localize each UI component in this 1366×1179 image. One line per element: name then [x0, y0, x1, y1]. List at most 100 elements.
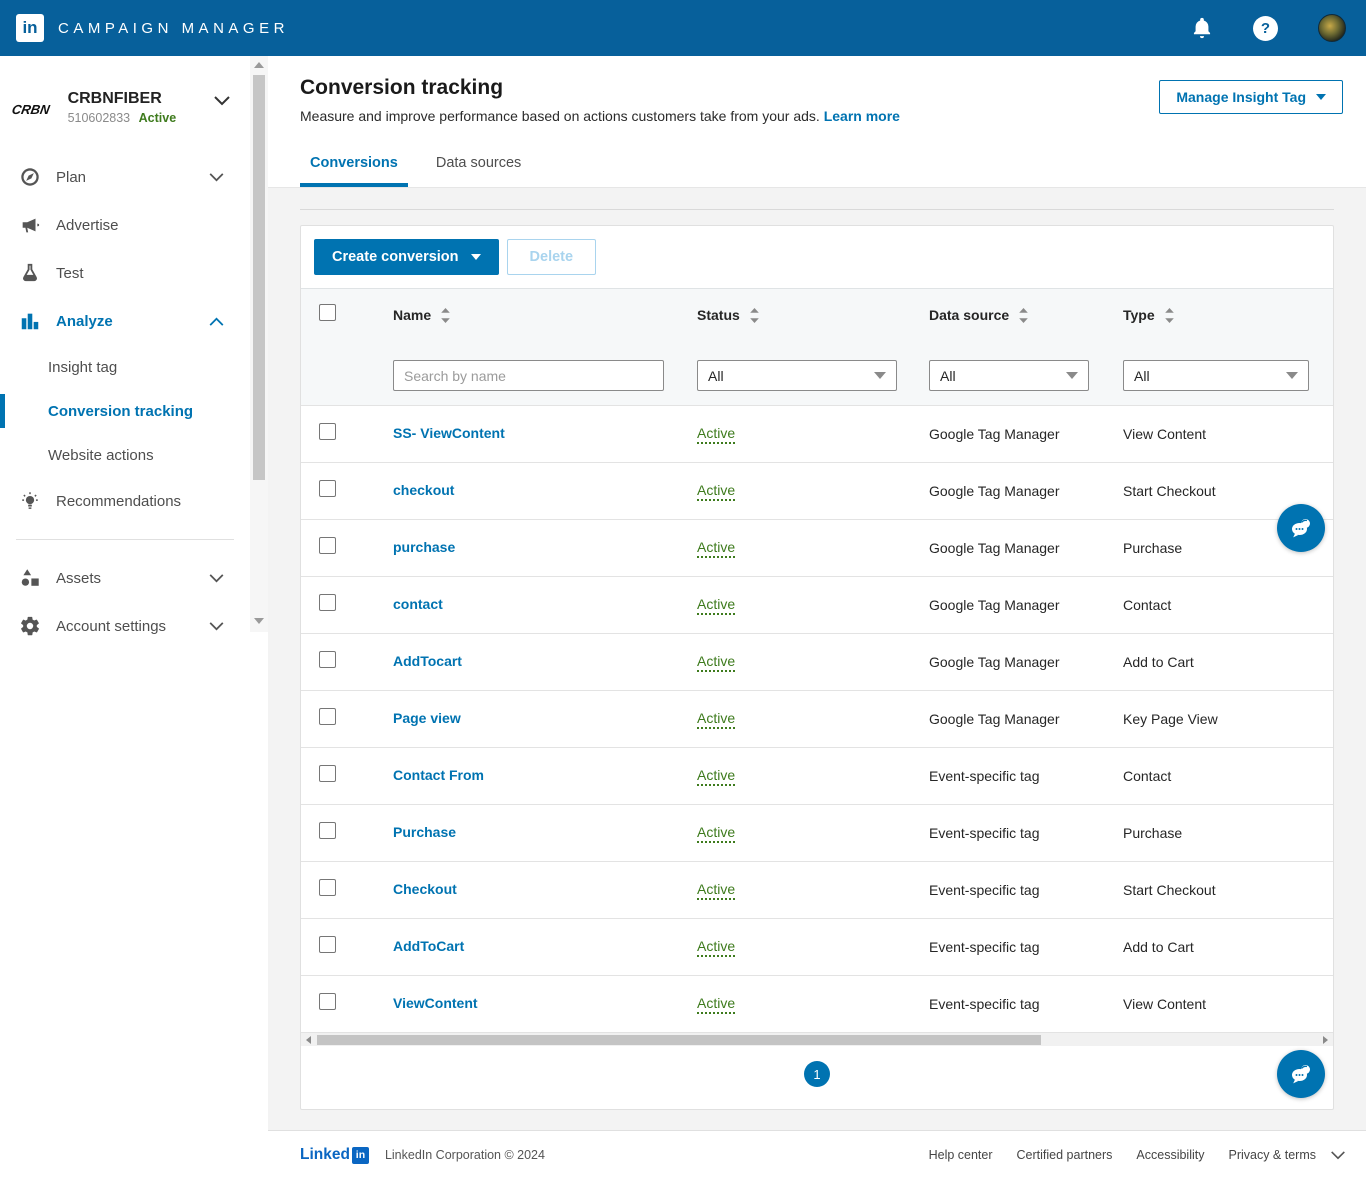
scroll-up-arrow-icon[interactable] [254, 62, 264, 68]
footer-link-privacy-terms[interactable]: Privacy & terms [1228, 1148, 1316, 1162]
scroll-down-arrow-icon[interactable] [254, 618, 264, 624]
status-filter-dropdown[interactable]: All [697, 360, 897, 391]
account-id: 510602833 [67, 111, 131, 125]
page-1-button[interactable]: 1 [804, 1061, 830, 1087]
status-badge[interactable]: Active [697, 938, 736, 957]
conversion-name-link[interactable]: SS- ViewContent [393, 425, 505, 441]
row-checkbox[interactable] [319, 423, 336, 440]
row-checkbox[interactable] [319, 822, 336, 839]
row-checkbox[interactable] [319, 936, 336, 953]
delete-button[interactable]: Delete [506, 239, 597, 275]
conversion-name-link[interactable]: Purchase [393, 824, 457, 840]
status-badge[interactable]: Active [697, 653, 736, 672]
select-all-checkbox[interactable] [319, 304, 336, 321]
scrollbar-thumb[interactable] [253, 75, 265, 480]
page-title: Conversion tracking [300, 76, 504, 99]
column-header-name: Name [393, 307, 432, 323]
conversion-name-link[interactable]: checkout [393, 482, 455, 498]
sidebar-item-website-actions[interactable]: Website actions [48, 446, 154, 464]
table-header: Name Status Data source [301, 288, 1333, 405]
status-badge[interactable]: Active [697, 710, 736, 729]
sidebar-item-advertise[interactable]: Advertise [0, 201, 250, 249]
scroll-right-arrow-icon[interactable] [1323, 1036, 1328, 1044]
row-checkbox[interactable] [319, 765, 336, 782]
chat-icon [1288, 1061, 1314, 1087]
status-badge[interactable]: Active [697, 881, 736, 900]
footer-link-certified-partners[interactable]: Certified partners [1016, 1148, 1113, 1162]
row-checkbox[interactable] [319, 708, 336, 725]
data-source-cell: Google Tag Manager [929, 597, 1060, 613]
status-badge[interactable]: Active [697, 596, 736, 615]
data-source-cell: Google Tag Manager [929, 711, 1060, 727]
conversion-name-link[interactable]: Page view [393, 710, 461, 726]
footer-link-help-center[interactable]: Help center [928, 1148, 993, 1162]
scrollbar-thumb[interactable] [317, 1035, 1041, 1045]
scroll-left-arrow-icon[interactable] [306, 1036, 311, 1044]
type-cell: Start Checkout [1123, 882, 1216, 898]
chevron-down-icon [214, 96, 230, 106]
type-cell: Add to Cart [1123, 939, 1194, 955]
type-cell: View Content [1123, 426, 1207, 442]
data-source-filter-dropdown[interactable]: All [929, 360, 1089, 391]
sidebar-item-analyze[interactable]: Analyze [0, 297, 250, 345]
status-badge[interactable]: Active [697, 995, 736, 1014]
sort-name-button[interactable] [440, 307, 451, 323]
linkedin-footer-logo: Linked in [300, 1146, 369, 1164]
chat-support-button[interactable] [1277, 504, 1325, 552]
search-input[interactable] [393, 360, 664, 391]
data-source-cell: Google Tag Manager [929, 426, 1060, 442]
sidebar-item-insight-tag[interactable]: Insight tag [48, 358, 118, 376]
chevron-down-icon[interactable] [1330, 1150, 1346, 1160]
conversion-name-link[interactable]: contact [393, 596, 443, 612]
sidebar-item-plan[interactable]: Plan [0, 153, 250, 201]
sidebar-item-recommendations[interactable]: Recommendations [0, 477, 250, 525]
chevron-down-icon [470, 254, 481, 260]
lightbulb-icon [18, 489, 42, 513]
conversion-name-link[interactable]: Checkout [393, 881, 457, 897]
account-switcher[interactable]: CRBN CRBNFIBER 510602833 Active [0, 56, 250, 143]
row-checkbox[interactable] [319, 537, 336, 554]
shapes-icon [18, 566, 42, 590]
section-divider [300, 209, 1334, 210]
sidebar-scrollbar[interactable] [250, 56, 268, 632]
learn-more-link[interactable]: Learn more [823, 108, 900, 124]
row-checkbox[interactable] [319, 480, 336, 497]
status-badge[interactable]: Active [697, 425, 736, 444]
sort-status-button[interactable] [749, 307, 760, 323]
copyright-text: LinkedIn Corporation © 2024 [384, 1148, 545, 1162]
sidebar-item-test[interactable]: Test [0, 249, 250, 297]
manage-insight-tag-button[interactable]: Manage Insight Tag [1159, 80, 1343, 114]
row-checkbox[interactable] [319, 594, 336, 611]
row-checkbox[interactable] [319, 993, 336, 1010]
conversion-name-link[interactable]: purchase [393, 539, 456, 555]
page-subtitle: Measure and improve performance based on… [300, 108, 820, 124]
footer-link-accessibility[interactable]: Accessibility [1136, 1148, 1205, 1162]
sort-data-source-button[interactable] [1018, 307, 1029, 323]
status-badge[interactable]: Active [697, 767, 736, 786]
chevron-down-icon [1316, 94, 1326, 100]
sidebar-item-account-settings[interactable]: Account settings [0, 602, 250, 650]
row-checkbox[interactable] [319, 651, 336, 668]
conversion-name-link[interactable]: Contact From [393, 767, 484, 783]
chat-support-button[interactable] [1277, 1050, 1325, 1098]
sort-type-button[interactable] [1164, 307, 1175, 323]
create-conversion-button[interactable]: Create conversion [314, 239, 499, 275]
conversion-name-link[interactable]: AddToCart [393, 938, 465, 954]
status-badge[interactable]: Active [697, 539, 736, 558]
help-button[interactable]: ? [1253, 15, 1278, 41]
tab-data-sources[interactable]: Data sources [435, 155, 522, 171]
sidebar-item-conversion-tracking[interactable]: Conversion tracking [0, 389, 250, 433]
table-row: SS- ViewContent Active Google Tag Manage… [301, 405, 1333, 462]
account-menu-button[interactable] [1318, 14, 1346, 42]
linkedin-logo-icon: in [351, 1146, 369, 1164]
status-badge[interactable]: Active [697, 824, 736, 843]
sidebar-item-assets[interactable]: Assets [0, 554, 250, 602]
notifications-button[interactable] [1191, 16, 1213, 40]
row-checkbox[interactable] [319, 879, 336, 896]
type-filter-dropdown[interactable]: All [1123, 360, 1309, 391]
conversion-name-link[interactable]: ViewContent [393, 995, 478, 1011]
conversion-name-link[interactable]: AddTocart [393, 653, 462, 669]
table-horizontal-scrollbar[interactable] [301, 1032, 1333, 1046]
status-badge[interactable]: Active [697, 482, 736, 501]
tab-conversions[interactable]: Conversions [300, 155, 408, 187]
